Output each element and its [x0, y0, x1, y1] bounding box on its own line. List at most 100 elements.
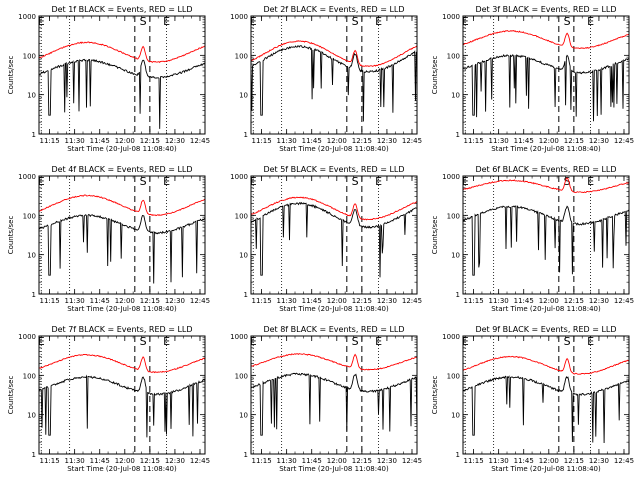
x-tick-label: 12:00 — [327, 137, 347, 145]
panel-3: Det 3f BLACK = Events, RED = LLD Counts/s… — [431, 5, 634, 153]
x-tick-label: 11:30 — [65, 457, 85, 465]
marker-label: E — [38, 175, 45, 188]
y-tick-label: 1000 — [230, 13, 248, 21]
lld-series-line — [39, 353, 206, 374]
x-tick-label: 12:30 — [377, 297, 397, 305]
lld-series-line — [39, 41, 206, 64]
marker-label: E — [587, 335, 594, 348]
marker-label: S — [564, 15, 571, 28]
lld-series-line — [463, 30, 630, 49]
y-tick-label: 1000 — [442, 13, 460, 21]
x-tick-label: 11:45 — [514, 137, 534, 145]
y-tick-label: 100 — [235, 372, 248, 380]
panel-6: Det 6f BLACK = Events, RED = LLD Counts/s… — [431, 165, 634, 313]
y-tick-label: 1 — [456, 451, 460, 459]
y-tick-label: 100 — [235, 212, 248, 220]
lld-series-line — [250, 40, 418, 67]
y-tick-label: 1 — [456, 131, 460, 139]
panel-5: Det 5f BLACK = Events, RED = LLD 1 10 100 10… — [230, 165, 422, 313]
y-tick-label: 10 — [27, 252, 36, 260]
x-tick-label: 11:15 — [39, 297, 59, 305]
x-tick-label: 11:30 — [489, 137, 509, 145]
y-tick-label: 1000 — [230, 173, 248, 181]
x-tick-label: 12:00 — [327, 297, 347, 305]
x-tick-label: 12:45 — [614, 137, 634, 145]
events-series-line — [250, 372, 418, 436]
marker-label: E — [250, 15, 257, 28]
plot-frame — [250, 175, 418, 295]
panel-title: Det 1f BLACK = Events, RED = LLD — [51, 5, 192, 14]
y-axis-label: Counts/sec — [431, 56, 439, 95]
marker-label: S — [352, 175, 359, 188]
events-series-line — [38, 58, 206, 129]
y-tick-label: 10 — [239, 252, 248, 260]
y-tick-label: 10 — [239, 412, 248, 420]
x-tick-label: 11:45 — [90, 137, 110, 145]
y-tick-label: 1 — [244, 451, 248, 459]
y-tick-label: 100 — [23, 52, 36, 60]
x-tick-label: 12:30 — [377, 457, 397, 465]
x-tick-label: 11:15 — [463, 137, 483, 145]
x-tick-label: 12:00 — [539, 137, 559, 145]
panel-4: Det 4f BLACK = Events, RED = LLD Counts/s… — [7, 165, 210, 313]
marker-label: E — [462, 335, 469, 348]
marker-label: S — [140, 175, 147, 188]
y-tick-label: 1000 — [18, 173, 36, 181]
y-tick-label: 1000 — [442, 173, 460, 181]
x-tick-label: 12:00 — [115, 297, 135, 305]
x-tick-label: 12:45 — [190, 457, 210, 465]
x-tick-label: 12:00 — [115, 457, 135, 465]
y-tick-label: 10 — [451, 412, 460, 420]
marker-label: E — [163, 15, 170, 28]
events-series-line — [250, 201, 418, 278]
marker-label: E — [250, 175, 257, 188]
marker-label: S — [352, 335, 359, 348]
x-tick-label: 12:30 — [377, 137, 397, 145]
lld-series-line — [39, 194, 206, 217]
y-tick-label: 10 — [239, 92, 248, 100]
x-axis-label: Start Time (20-Jul-08 11:08:40) — [279, 465, 389, 473]
x-tick-label: 12:45 — [402, 457, 422, 465]
marker-label: S — [564, 335, 571, 348]
y-axis-label: Counts/sec — [7, 376, 15, 415]
y-tick-label: 1000 — [230, 333, 248, 341]
marker-label: E — [38, 15, 45, 28]
x-tick-label: 12:15 — [564, 137, 584, 145]
panel-title: Det 2f BLACK = Events, RED = LLD — [263, 5, 404, 14]
plot-frame — [462, 335, 630, 455]
x-tick-label: 11:15 — [39, 457, 59, 465]
x-tick-label: 11:30 — [277, 297, 297, 305]
events-series-line — [462, 53, 630, 122]
plot-frame — [38, 175, 206, 295]
plot-frame — [250, 335, 418, 455]
y-tick-label: 100 — [235, 52, 248, 60]
marker-label: E — [462, 15, 469, 28]
x-axis-label: Start Time (20-Jul-08 11:08:40) — [279, 145, 389, 153]
x-axis-label: Start Time (20-Jul-08 11:08:40) — [279, 305, 389, 313]
x-tick-label: 12:15 — [352, 297, 372, 305]
x-tick-label: 12:15 — [140, 137, 160, 145]
x-tick-label: 12:00 — [327, 457, 347, 465]
x-tick-label: 12:30 — [589, 137, 609, 145]
y-tick-label: 1000 — [18, 333, 36, 341]
marker-label: S — [564, 175, 571, 188]
x-tick-label: 11:30 — [489, 457, 509, 465]
y-tick-label: 100 — [447, 52, 460, 60]
x-tick-label: 11:15 — [251, 137, 271, 145]
x-tick-label: 12:15 — [140, 457, 160, 465]
y-tick-label: 100 — [447, 372, 460, 380]
x-tick-label: 12:00 — [539, 457, 559, 465]
x-tick-label: 12:15 — [564, 457, 584, 465]
lld-series-line — [462, 177, 630, 193]
panel-7: Det 7f BLACK = Events, RED = LLD Counts/s… — [7, 325, 210, 473]
events-series-line — [462, 204, 630, 276]
x-axis-label: Start Time (20-Jul-08 11:08:40) — [491, 305, 601, 313]
marker-label: E — [587, 15, 594, 28]
lld-series-line — [250, 196, 418, 221]
panel-9: Det 9f BLACK = Events, RED = LLD Counts/s… — [431, 325, 634, 473]
x-tick-label: 11:45 — [90, 457, 110, 465]
panel-1: Det 1f BLACK = Events, RED = LLD Counts/s… — [7, 5, 210, 153]
y-axis-label: Counts/sec — [7, 56, 15, 95]
marker-label: S — [352, 15, 359, 28]
